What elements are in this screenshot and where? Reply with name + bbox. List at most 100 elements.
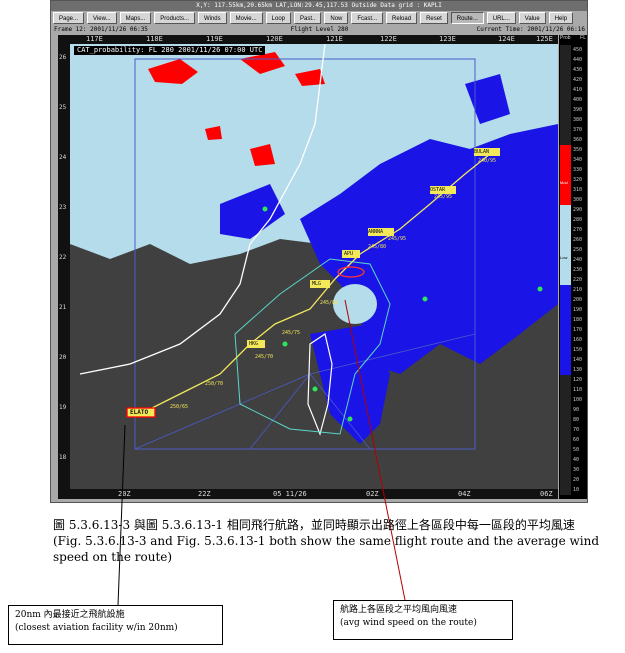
- waypoint-label: HKG: [249, 341, 259, 347]
- time-label: 22Z: [198, 490, 211, 498]
- scale-tick-label: 230: [573, 267, 583, 273]
- page-button[interactable]: Page...: [53, 12, 85, 24]
- products-button[interactable]: Products...: [154, 12, 195, 24]
- maps-button[interactable]: Maps...: [119, 12, 152, 24]
- time-label: 05 11/26: [273, 490, 307, 498]
- scale-tick-label: 140: [573, 357, 583, 363]
- value-button[interactable]: Value: [518, 12, 546, 24]
- scale-tick-label: 300: [573, 197, 583, 203]
- cat-red-patch: [240, 52, 285, 74]
- scale-tick-label: 20: [573, 477, 580, 483]
- scale-tick-label: 440: [573, 57, 583, 63]
- lat-label: 25: [59, 104, 67, 111]
- fcast-button[interactable]: Fcast...: [351, 12, 384, 24]
- wind-tag: 245/95: [388, 236, 407, 242]
- lon-label: 123E: [439, 35, 456, 43]
- waypoint-label: APU: [344, 251, 354, 257]
- cat-low-region: [333, 284, 377, 324]
- wind-tag: 250/65: [170, 404, 189, 410]
- lat-label: 21: [59, 304, 67, 311]
- loop-button[interactable]: Loop: [265, 12, 292, 24]
- waypoint-label: ANNNA: [368, 229, 384, 235]
- scale-tick-label: 90: [573, 407, 580, 413]
- scale-bar-none: [560, 45, 571, 145]
- view-button[interactable]: View...: [87, 12, 117, 24]
- lat-label: 26: [59, 54, 67, 61]
- past-button[interactable]: Past..: [294, 12, 322, 24]
- callout-wind-zh: 航路上各區段之平均風向風速: [340, 605, 458, 615]
- lat-label: 20: [59, 354, 67, 361]
- scale-tick-label: 340: [573, 157, 583, 163]
- lon-label: 125E: [536, 35, 553, 43]
- wind-tag: 245/80: [368, 244, 387, 250]
- scale-tick-label: 410: [573, 87, 583, 93]
- scale-tick-label: 180: [573, 317, 583, 323]
- scale-bar-high: [560, 145, 571, 205]
- reset-button[interactable]: Reset: [420, 12, 448, 24]
- apu-highlight: [337, 266, 365, 278]
- now-button[interactable]: Now: [324, 12, 349, 24]
- scale-tick-label: 280: [573, 217, 583, 223]
- flight-level-scale: Prob FL Mod Low 450 440 430 420 410 400 390 380…: [559, 35, 587, 499]
- window-title: X,Y: 117.55km,20.65km LAT,LON:29.45,117.…: [51, 1, 587, 11]
- waypoint-label: OSTAR: [430, 187, 446, 193]
- scale-tick-label: 390: [573, 107, 583, 113]
- time-label: 02Z: [366, 490, 379, 498]
- cat-high-region: [465, 74, 510, 124]
- map-canvas[interactable]: [70, 44, 558, 489]
- wind-tag: 245/70: [255, 354, 274, 360]
- scale-tick-label: 370: [573, 127, 583, 133]
- scale-bar-moderate: [560, 205, 571, 285]
- station-dot: [422, 296, 428, 302]
- scale-tick-label: 310: [573, 187, 583, 193]
- current-time-label: Current Time: 2001/11/26 06:16: [476, 26, 585, 33]
- winds-button[interactable]: Winds: [197, 12, 227, 24]
- callout-facility-zh: 20nm 內最接近之飛航設施: [15, 610, 125, 620]
- caption-en: (Fig. 5.3.6.13-3 and Fig. 5.3.6.13-1 bot…: [53, 534, 599, 564]
- scale-tick-label: 110: [573, 387, 583, 393]
- scale-tick-label: 330: [573, 167, 583, 173]
- scale-tick-label: 350: [573, 147, 583, 153]
- movie-button[interactable]: Movie...: [229, 12, 263, 24]
- cat-red-patch: [205, 126, 222, 140]
- cat-red-patch: [148, 59, 198, 84]
- time-label: 04Z: [458, 490, 471, 498]
- reload-button[interactable]: Reload: [386, 12, 418, 24]
- scale-tick-label: 150: [573, 347, 583, 353]
- scale-tick-label: 360: [573, 137, 583, 143]
- app-window: X,Y: 117.55km,20.65km LAT,LON:29.45,117.…: [50, 0, 588, 503]
- station-dot: [537, 286, 543, 292]
- frame-label: Frame 12: 2001/11/26 06:35: [54, 26, 148, 33]
- wind-tag: 250/70: [205, 381, 224, 387]
- time-label: 06Z: [540, 490, 553, 498]
- scale-bar-low: [560, 285, 571, 375]
- lat-label: 19: [59, 404, 67, 411]
- waypoint-annna: [368, 228, 394, 236]
- station-dot: [312, 386, 318, 392]
- scale-tick-label: 320: [573, 177, 583, 183]
- scale-tick-label: 240: [573, 257, 583, 263]
- scale-mid-label: Low: [560, 255, 568, 260]
- weather-map[interactable]: CAT_probability: FL 280 2001/11/26 07:00…: [70, 44, 558, 489]
- coastline: [79, 44, 326, 375]
- lat-label: 23: [59, 204, 67, 211]
- toolbar: Page... View... Maps... Products... Wind…: [53, 12, 574, 25]
- help-button[interactable]: Help: [548, 12, 574, 24]
- wind-tag: 245/80: [320, 300, 339, 306]
- callout-facility-en: (closest aviation facility w/in 20nm): [15, 623, 178, 633]
- longitude-axis: 117E 118E 119E 120E 121E 122E 123E 124E …: [58, 35, 558, 44]
- url-button[interactable]: URL...: [486, 12, 516, 24]
- scale-header-right: FL: [580, 35, 586, 41]
- wind-tag: 240/95: [478, 158, 497, 164]
- scale-tick-label: 260: [573, 237, 583, 243]
- scale-tick-label: 380: [573, 117, 583, 123]
- scale-tick-label: 40: [573, 457, 580, 463]
- callout-wind-en: (avg wind speed on the route): [340, 618, 477, 628]
- scale-tick-label: 220: [573, 277, 583, 283]
- route-button[interactable]: Route...: [450, 12, 484, 24]
- scale-header-left: Prob: [560, 35, 571, 41]
- waypoint-apu: [342, 250, 360, 258]
- scale-tick-label: 190: [573, 307, 583, 313]
- scale-tick-label: 400: [573, 97, 583, 103]
- scale-tick-label: 100: [573, 397, 583, 403]
